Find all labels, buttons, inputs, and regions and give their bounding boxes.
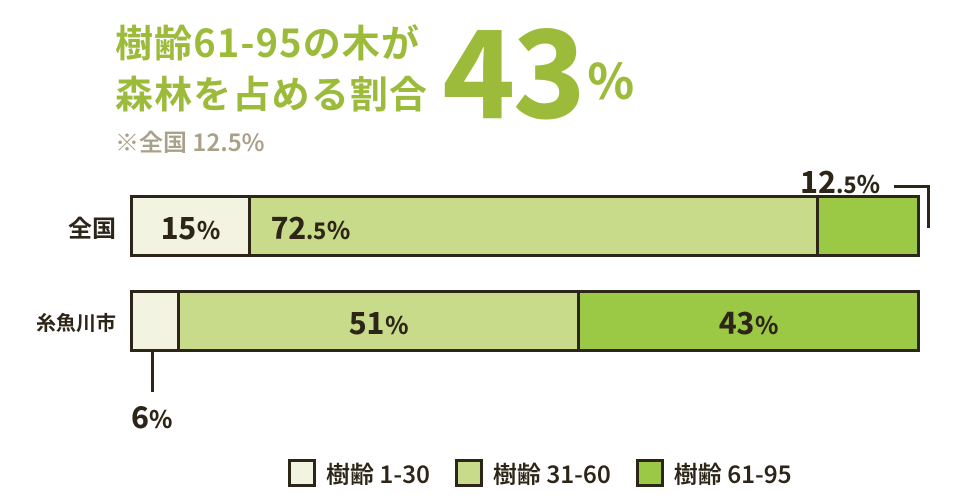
legend-item: 樹齢 61-95 bbox=[636, 455, 792, 490]
segment-value: 43% bbox=[719, 299, 778, 343]
headline-percent-sign: % bbox=[587, 43, 634, 127]
chart-area: 12.5% 全国 15%72.5% 糸魚川市 51%43% 6% bbox=[30, 195, 930, 385]
bar-segment: 51% bbox=[180, 293, 580, 349]
national-note: ※全国 12.5% bbox=[115, 123, 264, 158]
segment-value: 15% bbox=[161, 204, 220, 248]
legend-label: 樹齢 1-30 bbox=[326, 455, 430, 490]
legend-label: 樹齢 61-95 bbox=[674, 455, 792, 490]
legend-item: 樹齢 31-60 bbox=[455, 455, 611, 490]
callout-line-national-h bbox=[894, 185, 930, 188]
bar-itoigawa: 51% 43% bbox=[130, 290, 920, 352]
headline-text: 樹齢61-95の木が 森林を占める割合 bbox=[115, 15, 428, 118]
infographic-root: 樹齢61-95の木が 森林を占める割合 43 % ※全国 12.5% 12.5%… bbox=[0, 0, 958, 503]
legend-swatch bbox=[636, 459, 664, 487]
bar-row-national: 全国 15% 72.5% bbox=[30, 195, 930, 265]
legend-swatch bbox=[288, 459, 316, 487]
bar-segment: 43% bbox=[580, 293, 917, 349]
legend: 樹齢 1-30 樹齢 31-60 樹齢 61-95 bbox=[288, 455, 792, 490]
segment-value: 72.5% bbox=[271, 204, 350, 248]
segment-value: 51% bbox=[349, 299, 408, 343]
legend-item: 樹齢 1-30 bbox=[288, 455, 430, 490]
legend-label: 樹齢 31-60 bbox=[493, 455, 611, 490]
bar-segment: 72.5% bbox=[251, 198, 819, 254]
headline-line2: 森林を占める割合 bbox=[115, 66, 428, 117]
bar-segment bbox=[819, 198, 917, 254]
legend-swatch bbox=[455, 459, 483, 487]
row-label-itoigawa: 糸魚川市 bbox=[30, 290, 122, 352]
row-label-national: 全国 bbox=[30, 195, 122, 257]
bar-national: 15% 72.5% bbox=[130, 195, 920, 257]
bar-segment: 15% bbox=[133, 198, 251, 254]
headline-big-number: 43 bbox=[442, 5, 583, 127]
callout-line-itoigawa-v bbox=[151, 352, 154, 392]
headline: 樹齢61-95の木が 森林を占める割合 43 % bbox=[115, 5, 634, 127]
headline-line1: 樹齢61-95の木が bbox=[115, 15, 428, 66]
callout-itoigawa-young: 6% bbox=[131, 393, 172, 437]
bar-row-itoigawa: 糸魚川市 51% 43% bbox=[30, 290, 930, 360]
bar-segment bbox=[133, 293, 180, 349]
